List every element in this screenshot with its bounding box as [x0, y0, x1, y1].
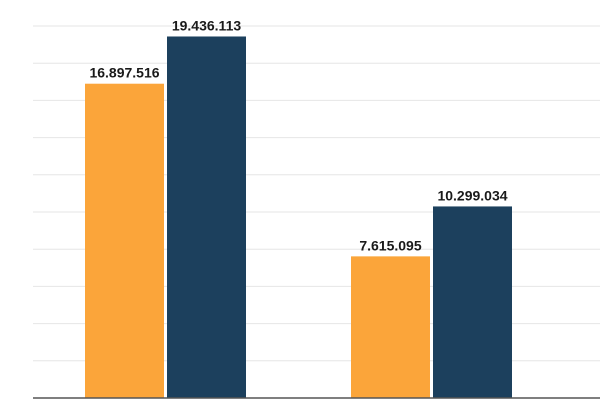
bar [351, 256, 430, 398]
bar [85, 83, 164, 398]
bar [433, 206, 512, 398]
data-labels: 16.897.516 7.615.095 19.436.113 10.299.034 [89, 17, 507, 253]
data-label: 7.615.095 [359, 237, 421, 253]
bar [167, 36, 246, 399]
data-label: 10.299.034 [437, 187, 507, 203]
data-label: 16.897.516 [89, 65, 159, 81]
data-label: 19.436.113 [172, 17, 242, 33]
bars [85, 36, 512, 399]
